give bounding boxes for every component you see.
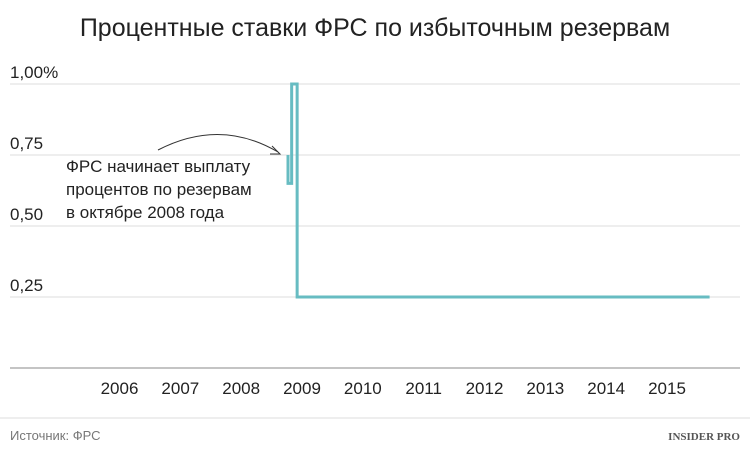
x-tick-label: 2013	[526, 379, 564, 398]
x-tick-label: 2011	[405, 379, 442, 398]
x-tick-label: 2009	[283, 379, 321, 398]
annotation-arrow	[157, 134, 279, 153]
logo: INSIDER PRO	[668, 431, 740, 443]
annotation-line: процентов по резервам	[66, 180, 252, 199]
arrow-head	[270, 145, 282, 155]
y-tick-label: 0,50	[10, 205, 43, 224]
line-series	[286, 82, 710, 299]
y-tick-label: 0,25	[10, 276, 43, 295]
y-tick-label: 0,75	[10, 134, 43, 153]
annotation-line: ФРС начинает выплату	[66, 157, 251, 176]
x-tick-label: 2012	[466, 379, 504, 398]
x-tick-label: 2007	[161, 379, 199, 398]
source: Источник: ФРС	[10, 428, 101, 443]
x-tick-label: 2008	[222, 379, 260, 398]
annotation-line: в октябре 2008 года	[66, 203, 225, 222]
x-tick-label: 2010	[344, 379, 382, 398]
x-tick-label: 2006	[101, 379, 139, 398]
x-tick-label: 2014	[587, 379, 625, 398]
chart-title: Процентные ставки ФРС по избыточным резе…	[80, 14, 670, 42]
y-tick-label: 1,00%	[10, 63, 58, 82]
annotation: ФРС начинает выплату процентов по резерва…	[66, 157, 252, 222]
x-tick-label: 2015	[648, 379, 686, 398]
